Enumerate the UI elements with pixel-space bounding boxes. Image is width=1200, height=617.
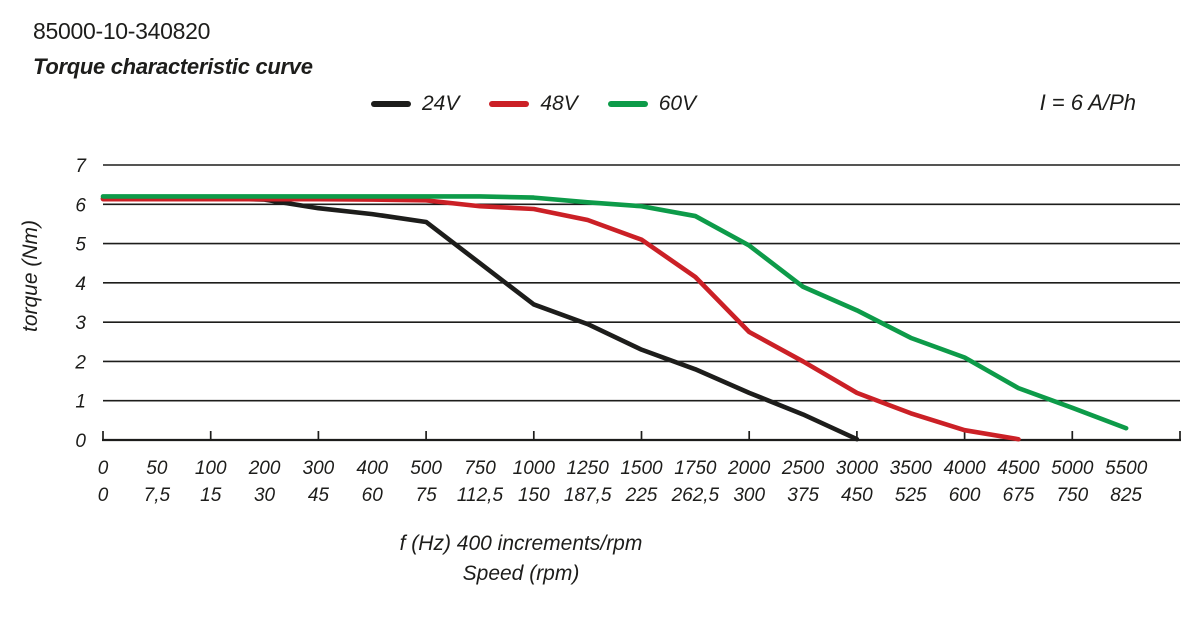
x-tick-frequency-400: 400 xyxy=(356,458,388,479)
curve-60V xyxy=(100,194,1129,431)
x-tick-speed-0: 0 xyxy=(98,485,109,506)
curve-48V xyxy=(100,196,1021,442)
x-tick-speed-825: 825 xyxy=(1110,485,1142,506)
x-tick-frequency-100: 100 xyxy=(195,458,227,479)
x-tick-speed-525: 525 xyxy=(895,485,927,506)
current-annotation: I = 6 A/Ph xyxy=(1039,90,1136,115)
legend-swatch-48v-icon xyxy=(489,101,530,107)
legend-label-60v: 60V xyxy=(658,92,697,115)
x-tick-frequency-500: 500 xyxy=(410,458,442,479)
y-tick-label-7: 7 xyxy=(75,156,87,177)
x-tick-frequency-4000: 4000 xyxy=(943,458,986,479)
x-tick-frequency-2000: 2000 xyxy=(727,458,771,479)
legend-label-24v: 24V xyxy=(422,92,460,115)
y-tick-label-6: 6 xyxy=(75,195,86,216)
x-tick-speed-30: 30 xyxy=(254,485,276,506)
x-tick-frequency-5500: 5500 xyxy=(1105,458,1148,479)
legend-item-60v: 60V xyxy=(607,92,697,116)
x-tick-speed-262,5: 262,5 xyxy=(671,485,720,506)
x-tick-speed-450: 450 xyxy=(841,485,873,506)
x-tick-frequency-300: 300 xyxy=(303,458,335,479)
x-tick-frequency-3000: 3000 xyxy=(836,458,879,479)
part-number: 85000-10-340820 xyxy=(33,18,211,44)
x-tick-frequency-3500: 3500 xyxy=(890,458,933,479)
x-tick-frequency-4500: 4500 xyxy=(997,458,1040,479)
curve-24V xyxy=(100,196,860,442)
y-tick-label-4: 4 xyxy=(75,274,86,295)
x-tick-speed-750: 750 xyxy=(1056,485,1088,506)
x-tick-speed-300: 300 xyxy=(733,485,765,506)
legend-item-24v: 24V xyxy=(371,92,459,116)
x-tick-speed-187,5: 187,5 xyxy=(564,485,612,506)
x-tick-speed-675: 675 xyxy=(1003,485,1035,506)
x-tick-speed-7,5: 7,5 xyxy=(144,485,171,506)
x-tick-speed-15: 15 xyxy=(200,485,222,506)
x-tick-speed-375: 375 xyxy=(787,485,819,506)
x-tick-frequency-2500: 2500 xyxy=(781,458,825,479)
x-axis-caption-frequency: f (Hz) 400 increments/rpm xyxy=(399,532,643,555)
x-tick-speed-75: 75 xyxy=(416,485,438,506)
x-tick-frequency-5000: 5000 xyxy=(1051,458,1094,479)
x-tick-speed-45: 45 xyxy=(308,485,330,506)
y-tick-label-0: 0 xyxy=(75,431,86,452)
x-tick-frequency-50: 50 xyxy=(146,458,168,479)
y-tick-label-1: 1 xyxy=(75,392,86,413)
x-tick-speed-112,5: 112,5 xyxy=(457,485,504,506)
x-tick-frequency-1500: 1500 xyxy=(620,458,663,479)
x-tick-frequency-1000: 1000 xyxy=(513,458,556,479)
x-tick-speed-150: 150 xyxy=(518,485,550,506)
y-tick-label-5: 5 xyxy=(75,235,86,256)
legend-label-48v: 48V xyxy=(540,92,578,115)
x-tick-frequency-750: 750 xyxy=(464,458,496,479)
x-axis-caption-speed: Speed (rpm) xyxy=(462,562,580,585)
legend-swatch-24v-icon xyxy=(371,101,411,107)
legend-swatch-60v-icon xyxy=(607,101,648,107)
x-tick-speed-60: 60 xyxy=(362,485,384,506)
x-tick-frequency-1250: 1250 xyxy=(567,458,610,479)
x-tick-speed-225: 225 xyxy=(625,485,658,506)
y-tick-label-3: 3 xyxy=(75,313,86,334)
x-tick-frequency-0: 0 xyxy=(98,458,109,479)
y-tick-label-2: 2 xyxy=(74,352,86,373)
chart-title: Torque characteristic curve xyxy=(33,54,313,79)
x-tick-speed-600: 600 xyxy=(949,485,981,506)
x-tick-frequency-200: 200 xyxy=(248,458,281,479)
legend-item-48v: 48V xyxy=(489,92,578,116)
x-tick-frequency-1750: 1750 xyxy=(674,458,717,479)
chart-legend: 24V 48V 60V xyxy=(371,92,696,116)
